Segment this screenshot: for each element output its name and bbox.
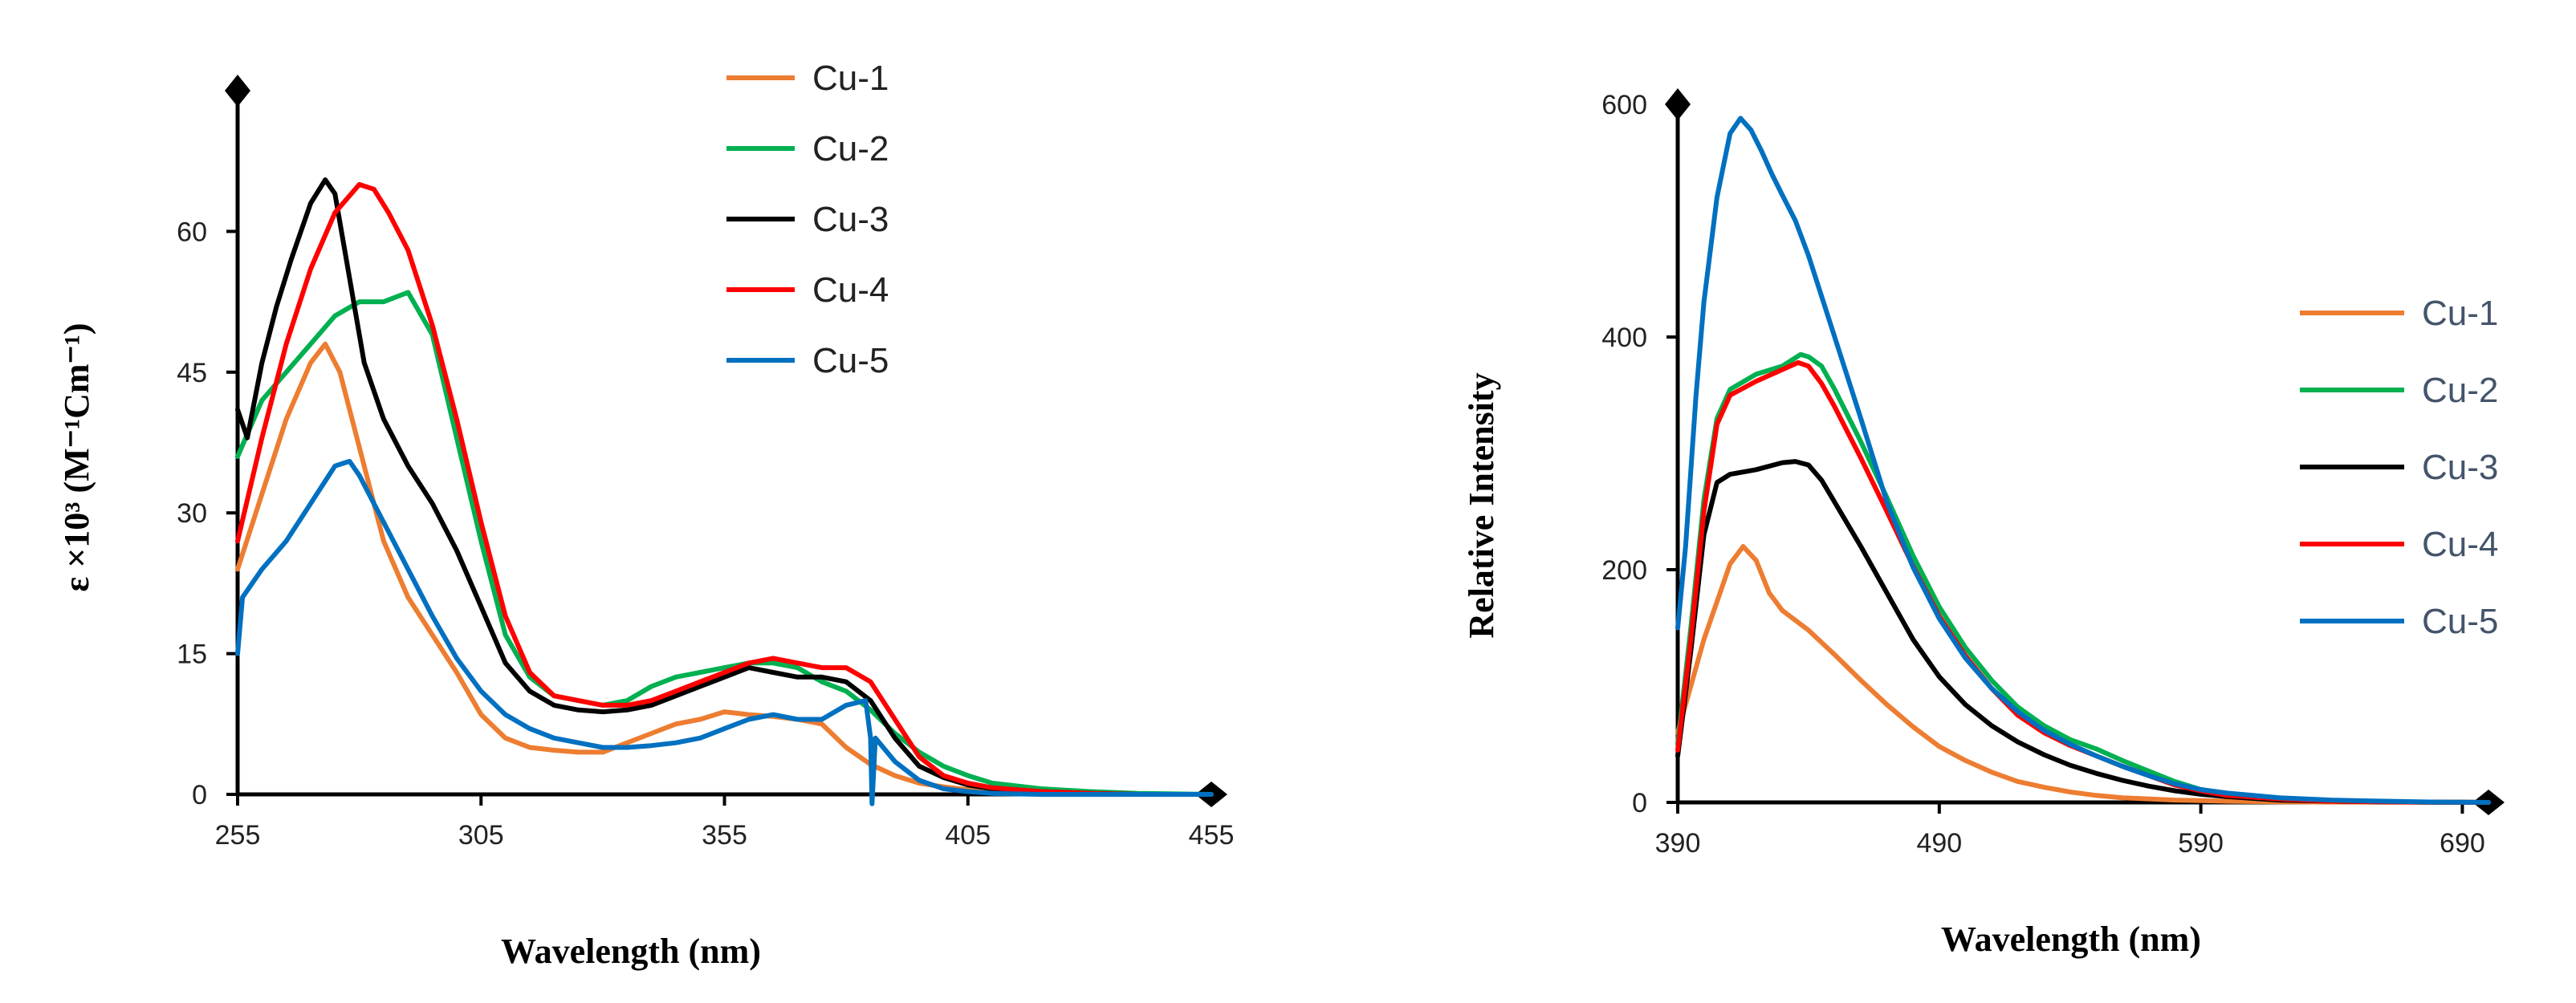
series-line-cu-1: [1675, 544, 2491, 805]
legend-label: Cu-1: [812, 59, 889, 98]
legend-label: Cu-2: [2422, 371, 2498, 410]
y-tick-label: 400: [1601, 323, 1647, 353]
y-tick-label: 200: [1601, 555, 1647, 586]
x-tick-label: 390: [1655, 828, 1701, 859]
y-axis-end-marker: [225, 75, 250, 107]
x-tick-label: 455: [1189, 820, 1235, 851]
series-line-cu-4: [1675, 359, 2491, 805]
y-axis-title: ε ×10³ (M⁻¹Cm⁻¹): [57, 323, 96, 591]
series-line-cu-2: [235, 290, 1214, 797]
absorption-chart: 0 15 30 45 60 255 305 355 405 455 Wavelength (nm…: [57, 59, 1234, 971]
series-line-cu-5: [1675, 116, 2491, 805]
x-ticks: 390 490 590 690: [1655, 802, 2485, 859]
x-tick-label: 355: [702, 820, 747, 851]
y-ticks: 0 200 400 600: [1601, 90, 1678, 818]
legend-label: Cu-2: [812, 129, 889, 169]
x-tick-label: 405: [945, 820, 991, 851]
series-line-cu-5: [235, 458, 1214, 806]
x-tick-label: 305: [458, 820, 504, 851]
y-tick-label: 600: [1601, 90, 1647, 120]
legend-label: Cu-3: [2422, 448, 2498, 487]
legend: Cu-1 Cu-2 Cu-3 Cu-4 Cu-5: [726, 59, 889, 380]
x-ticks: 255 305 355 405 455: [215, 794, 1235, 851]
y-tick-label: 60: [177, 217, 207, 247]
legend: Cu-1 Cu-2 Cu-3 Cu-4 Cu-5: [2300, 294, 2498, 641]
series-lines: [1675, 116, 2491, 805]
legend-label: Cu-5: [2422, 602, 2498, 641]
y-tick-label: 15: [177, 640, 207, 670]
y-tick-label: 0: [192, 780, 207, 810]
x-tick-label: 490: [1916, 828, 1962, 859]
x-tick-label: 255: [215, 820, 261, 851]
series-line-cu-2: [1675, 351, 2491, 805]
legend-label: Cu-3: [812, 200, 889, 239]
x-axis-title: Wavelength (nm): [1941, 920, 2201, 959]
legend-label: Cu-1: [2422, 294, 2498, 333]
y-tick-label: 0: [1632, 788, 1647, 818]
x-tick-label: 690: [2440, 828, 2485, 859]
legend-label: Cu-4: [812, 270, 889, 310]
x-tick-label: 590: [2178, 828, 2224, 859]
series-line-cu-3: [235, 177, 1214, 797]
series-lines: [235, 177, 1214, 806]
legend-label: Cu-5: [812, 341, 889, 380]
y-tick-label: 30: [177, 498, 207, 529]
x-axis-title: Wavelength (nm): [501, 932, 761, 971]
series-line-cu-4: [235, 181, 1214, 797]
legend-label: Cu-4: [2422, 525, 2498, 564]
y-ticks: 0 15 30 45 60: [177, 217, 238, 810]
y-tick-label: 45: [177, 358, 207, 388]
y-axis-title: Relative Intensity: [1462, 372, 1501, 638]
